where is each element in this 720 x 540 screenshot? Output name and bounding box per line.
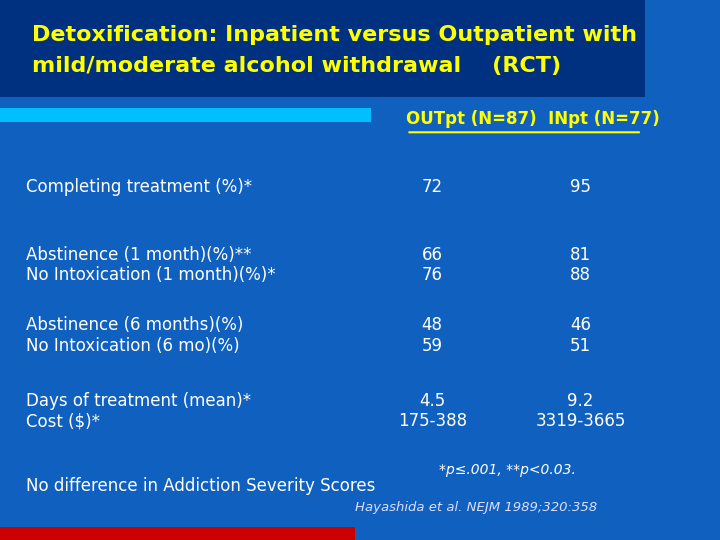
Text: *p≤.001, **p<0.03.: *p≤.001, **p<0.03.: [438, 463, 575, 477]
Text: Abstinence (1 month)(%)**
No Intoxication (1 month)(%)*: Abstinence (1 month)(%)** No Intoxicatio…: [26, 246, 276, 285]
FancyBboxPatch shape: [0, 526, 355, 540]
Text: Hayashida et al. NEJM 1989;320:358: Hayashida et al. NEJM 1989;320:358: [355, 501, 597, 514]
Text: No difference in Addiction Severity Scores: No difference in Addiction Severity Scor…: [26, 477, 375, 495]
Text: mild/moderate alcohol withdrawal    (RCT): mild/moderate alcohol withdrawal (RCT): [32, 56, 562, 76]
FancyBboxPatch shape: [0, 108, 371, 122]
FancyBboxPatch shape: [0, 0, 645, 97]
Text: Detoxification: Inpatient versus Outpatient with: Detoxification: Inpatient versus Outpati…: [32, 25, 637, 45]
Text: 9.2
3319-3665: 9.2 3319-3665: [536, 392, 626, 430]
Text: 95: 95: [570, 178, 591, 196]
Text: 48
59: 48 59: [422, 316, 443, 355]
Text: 46
51: 46 51: [570, 316, 591, 355]
Text: 81
88: 81 88: [570, 246, 591, 285]
Text: OUTpt (N=87)  INpt (N=77): OUTpt (N=87) INpt (N=77): [406, 110, 660, 128]
Text: 66
76: 66 76: [422, 246, 443, 285]
Text: Abstinence (6 months)(%)
No Intoxication (6 mo)(%): Abstinence (6 months)(%) No Intoxication…: [26, 316, 243, 355]
Text: Days of treatment (mean)*
Cost ($)*: Days of treatment (mean)* Cost ($)*: [26, 392, 251, 430]
Text: 72: 72: [422, 178, 443, 196]
Text: 4.5
175-388: 4.5 175-388: [397, 392, 467, 430]
Text: Completing treatment (%)*: Completing treatment (%)*: [26, 178, 252, 196]
